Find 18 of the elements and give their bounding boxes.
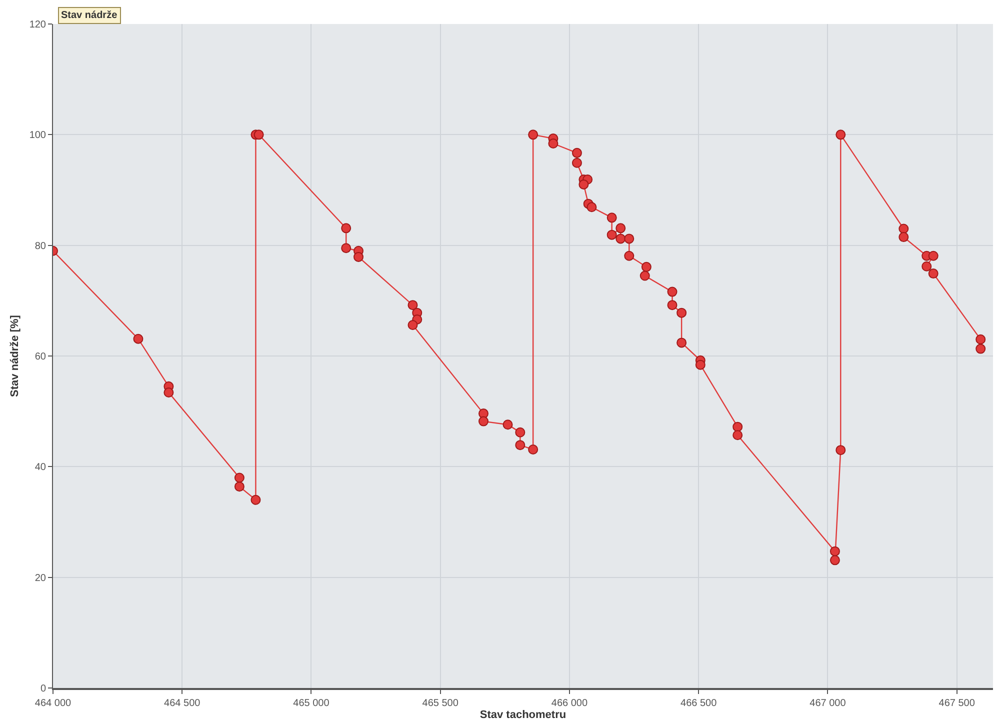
x-tick-label: 466 500	[680, 698, 718, 709]
y-tick-label: 60	[34, 352, 46, 362]
x-axis-title: Stav tachometru	[480, 709, 566, 721]
y-tick-label: 80	[34, 240, 46, 252]
y-tick-label: 0	[40, 684, 46, 694]
x-tick-label: 464 000	[34, 698, 72, 709]
y-tick-label: 40	[34, 462, 46, 474]
x-tick-label: 467 500	[938, 698, 976, 709]
x-tick-label: 464 500	[164, 698, 201, 709]
y-tick-label: 20	[34, 572, 46, 584]
x-tick-label: 465 500	[422, 698, 459, 709]
x-tick-label: 465 000	[293, 698, 330, 709]
y-axis-title: Stav nádrže [%]	[8, 314, 21, 397]
y-tick-label: 120	[29, 20, 46, 30]
y-tick-label: 100	[29, 130, 46, 142]
x-tick-label: 467 000	[810, 698, 846, 709]
x-tick-label: 466 000	[551, 698, 588, 709]
chart-title: Stav nádrže	[61, 10, 118, 21]
